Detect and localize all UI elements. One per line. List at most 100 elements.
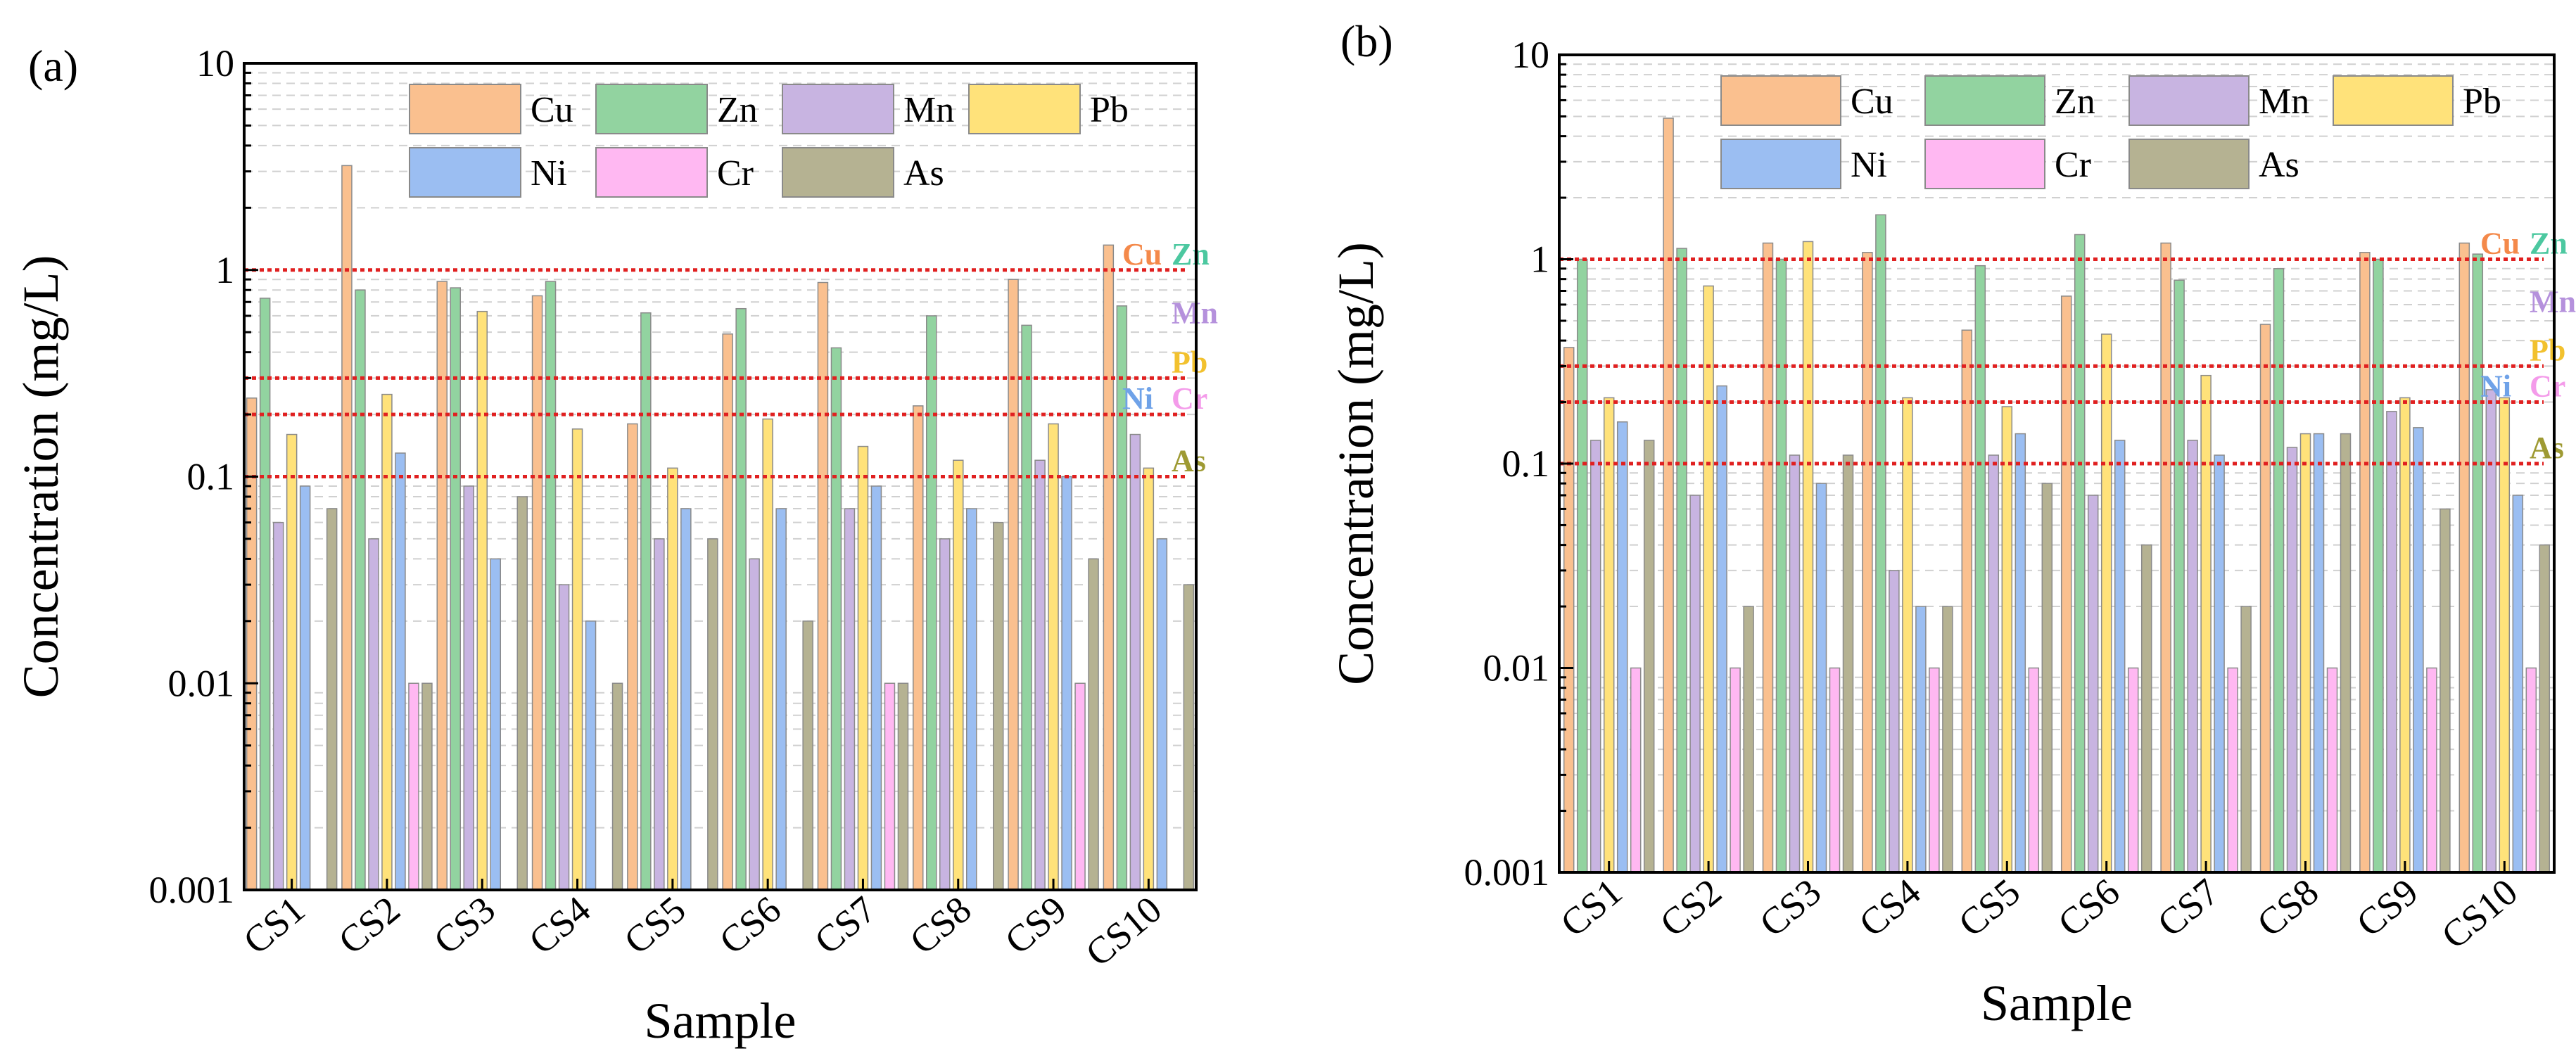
bar-cu-cs3 [436, 281, 448, 891]
legend-label-zn: Zn [2055, 82, 2095, 122]
bar-pb-cs3 [1802, 241, 1814, 873]
bar-as-cs5 [2041, 483, 2053, 873]
bar-pb-cs2 [1703, 285, 1714, 873]
bar-cu-cs2 [1663, 117, 1674, 873]
bar-as-cs6 [2140, 544, 2152, 873]
reference-label-cu: Cu [2480, 227, 2520, 261]
bar-as-cs3 [516, 496, 528, 891]
bar-zn-cs8 [926, 315, 937, 891]
bar-mn-cs3 [1789, 454, 1801, 873]
bar-ni-cs1 [299, 485, 311, 891]
bar-cr-cs7 [2227, 667, 2238, 873]
legend-label-mn: Mn [2259, 82, 2309, 122]
reference-label-as: As [2530, 431, 2564, 465]
bar-pb-cs5 [667, 467, 678, 891]
bar-pb-cs6 [2100, 333, 2112, 873]
bar-ni-cs2 [395, 452, 406, 891]
panel-label: (b) [1340, 16, 1393, 66]
bar-mn-cs4 [558, 584, 570, 891]
bar-zn-cs4 [545, 281, 557, 891]
bar-zn-cs5 [640, 312, 652, 891]
bar-mn-cs2 [1689, 495, 1701, 873]
bar-mn-cs8 [939, 538, 951, 891]
bar-pb-cs1 [286, 433, 298, 891]
reference-label-ni: Ni [2480, 369, 2511, 404]
bar-ni-cs10 [1156, 538, 1168, 891]
bar-zn-cs1 [259, 298, 271, 891]
legend-swatch-pb [968, 84, 1081, 134]
bar-zn-cs8 [2273, 268, 2285, 873]
bar-zn-cs5 [1974, 265, 1986, 873]
legend-swatch-pb [2333, 75, 2454, 126]
bar-cu-cs5 [627, 423, 638, 891]
x-tick-label-cs3: CS3 [426, 888, 503, 962]
bar-cr-cs10 [2525, 667, 2537, 873]
bar-pb-cs1 [1603, 397, 1615, 873]
bar-pb-cs10 [2499, 397, 2511, 873]
bar-pb-cs8 [2299, 433, 2311, 873]
x-axis-title: Sample [645, 993, 797, 1049]
x-tick-label-cs2: CS2 [331, 888, 408, 962]
bar-as-cs2 [1743, 606, 1754, 873]
y-tick-label: 0.001 [149, 869, 235, 911]
x-tick-label-cs3: CS3 [1751, 870, 1829, 945]
legend-label-cr: Cr [2055, 145, 2091, 185]
bar-ni-cs5 [680, 508, 692, 891]
x-axis: CS1 CS2 CS3 CS4 CS5 CS6 CS7 CS8 CS9 CS10 [1553, 861, 2525, 957]
bar-pb-cs2 [381, 393, 393, 891]
bar-zn-cs2 [355, 289, 366, 891]
y-tick-label: 0.01 [1483, 647, 1550, 689]
bar-pb-cs7 [857, 445, 869, 891]
bar-mn-cs10 [1129, 433, 1141, 891]
legend-swatch-cu [1720, 75, 1841, 126]
bar-ni-cs6 [2114, 440, 2126, 873]
legend-swatch-as [782, 147, 894, 198]
bar-as-cs3 [1842, 454, 1854, 873]
bar-cu-cs1 [1563, 347, 1575, 873]
bar-cu-cs9 [1008, 279, 1019, 891]
bar-as-cs9 [1088, 558, 1099, 891]
panel-label: (a) [28, 41, 78, 91]
reference-label-cu: Cu [1122, 237, 1162, 272]
grid-lines [1559, 63, 2554, 812]
bar-cu-cs10 [2458, 242, 2470, 873]
bar-ni-cs3 [490, 558, 501, 891]
x-tick-label-cs9: CS9 [2349, 870, 2426, 945]
bar-pb-cs9 [2399, 397, 2411, 873]
bar-cr-cs2 [408, 682, 419, 891]
legend-label-pb: Pb [2463, 82, 2501, 122]
bar-zn-cs3 [1775, 258, 1787, 873]
bar-ni-cs3 [1815, 483, 1827, 873]
bar-as-cs4 [1942, 606, 1953, 873]
legend-swatch-cu [409, 84, 521, 134]
x-tick-label-cs10: CS10 [2433, 870, 2525, 957]
bar-mn-cs1 [272, 521, 284, 891]
bar-ni-cs9 [1061, 476, 1072, 891]
bar-cu-cs10 [1103, 244, 1115, 891]
bar-cr-cs9 [1074, 682, 1086, 891]
bar-mn-cs9 [1034, 459, 1046, 891]
x-tick-label-cs8: CS8 [902, 888, 979, 962]
y-axis-title: Concentration (mg/L) [1328, 242, 1384, 685]
legend-label-as: As [2259, 145, 2299, 185]
legend-label-ni: Ni [1851, 145, 1887, 185]
bar-ni-cs8 [966, 508, 977, 891]
bar-as-cs10 [2539, 544, 2551, 873]
legend-swatch-mn [2128, 75, 2250, 126]
y-tick-label: 1 [1530, 238, 1549, 281]
y-tick-label: 10 [1511, 34, 1549, 76]
x-axis: CS1 CS2 CS3 CS4 CS5 CS6 CS7 CS8 CS9 CS10 [236, 879, 1169, 974]
bar-pb-cs10 [1143, 467, 1155, 891]
bar-as-cs8 [993, 521, 1004, 891]
x-tick-label-cs6: CS6 [711, 888, 789, 962]
bar-mn-cs4 [1889, 570, 1900, 873]
bar-cu-cs4 [1862, 252, 1873, 873]
bar-as-cs5 [707, 538, 718, 891]
bar-as-cs8 [2340, 433, 2352, 873]
bar-zn-cs6 [2074, 234, 2086, 873]
legend: Cu Zn Mn Pb Ni Cr As [1720, 75, 2501, 189]
bar-cu-cs8 [913, 405, 924, 891]
